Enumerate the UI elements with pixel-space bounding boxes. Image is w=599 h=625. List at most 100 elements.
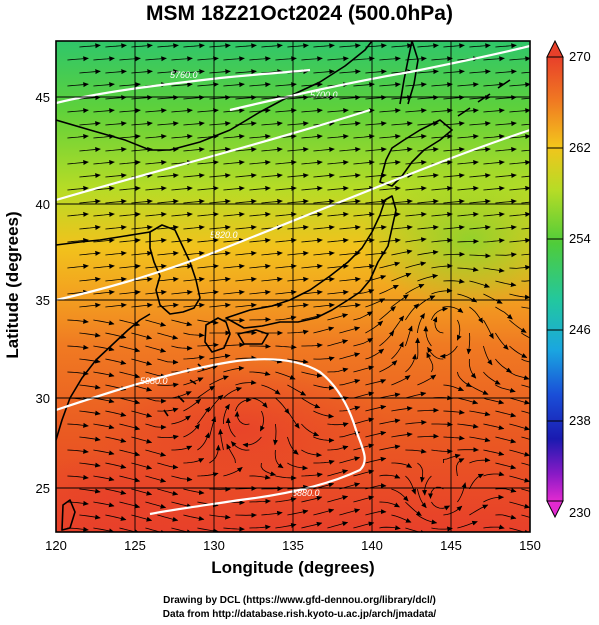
streamline-arrow — [469, 457, 491, 464]
streamline-arrow — [119, 371, 141, 379]
streamline-arrow — [223, 211, 245, 217]
streamline-arrow — [235, 302, 257, 308]
streamline-arrow — [105, 198, 127, 204]
streamline-arrow — [313, 436, 335, 443]
streamline-arrow — [209, 95, 231, 101]
streamline-arrow — [495, 410, 517, 418]
streamline-arrow — [209, 173, 231, 179]
streamline-arrow — [287, 509, 309, 516]
streamline-arrow — [431, 288, 453, 295]
streamline-arrow — [197, 385, 216, 399]
streamline-arrow — [67, 185, 89, 191]
streamline-arrow — [509, 449, 530, 457]
streamline-arrow — [67, 526, 89, 532]
streamline-arrow — [287, 224, 309, 230]
streamline-arrow — [230, 441, 250, 451]
streamline-arrow — [353, 365, 375, 373]
streamline-arrow — [171, 475, 193, 482]
streamline-arrow — [223, 403, 230, 425]
streamline-arrow — [105, 69, 127, 75]
streamline-arrow — [119, 345, 141, 353]
streamline-arrow — [313, 459, 335, 465]
streamline-arrow — [353, 263, 375, 269]
streamline-arrow — [183, 147, 205, 153]
streamline-arrow — [432, 316, 444, 334]
streamline-arrow — [145, 56, 167, 62]
streamline-arrow — [105, 250, 127, 256]
streamline-arrow — [327, 367, 349, 373]
streamline-arrow — [79, 462, 101, 468]
streamline-arrow — [209, 276, 231, 282]
streamline-arrow — [495, 69, 517, 75]
streamline-arrow — [391, 43, 413, 49]
streamline-arrow — [313, 384, 335, 391]
streamline-arrow — [469, 473, 484, 490]
streamline-arrow — [439, 345, 458, 359]
streamline-arrow — [79, 224, 101, 230]
streamline-arrow — [301, 108, 323, 114]
streamline-arrow — [119, 397, 141, 405]
streamline-arrow — [223, 289, 245, 295]
streamline-arrow — [209, 198, 231, 204]
streamline-arrow — [226, 443, 236, 464]
streamline-arrow — [171, 445, 193, 451]
streamline-arrow — [365, 379, 387, 386]
colorbar-tick-label: 238 — [569, 413, 591, 428]
streamline-arrow — [261, 95, 283, 101]
streamline-arrow — [469, 306, 484, 324]
streamline-arrow — [417, 198, 439, 204]
streamline-arrow — [405, 325, 413, 347]
streamlines — [67, 43, 530, 532]
streamline-arrow — [327, 422, 349, 428]
streamline-arrow — [379, 501, 400, 508]
streamline-arrow — [495, 43, 517, 49]
streamline-arrow — [483, 494, 504, 503]
streamline-arrow — [93, 56, 115, 62]
streamline-arrow — [405, 501, 422, 516]
streamline-arrow — [157, 332, 179, 340]
streamline-arrow — [235, 95, 257, 101]
streamline-arrow — [443, 435, 465, 441]
streamline-arrow — [105, 147, 127, 153]
streamline-arrow — [391, 249, 413, 256]
streamline-arrow — [249, 474, 271, 480]
streamline-arrow — [469, 43, 491, 49]
streamline-arrow — [209, 250, 231, 256]
streamline-arrow — [67, 448, 89, 454]
streamline-arrow — [145, 501, 167, 509]
coastline-shikoku — [237, 329, 269, 345]
streamline-arrow — [483, 471, 505, 477]
streamline-arrow — [365, 348, 385, 360]
streamline-arrow — [223, 386, 242, 399]
streamline-arrow — [483, 211, 505, 217]
contour-label: 5820.0 — [210, 230, 238, 240]
streamline-arrow — [249, 263, 271, 269]
streamline-arrow — [379, 185, 401, 191]
streamline-arrow — [466, 332, 472, 355]
streamline-arrow — [443, 121, 465, 127]
streamline-arrow — [379, 306, 396, 321]
streamline-arrow — [313, 198, 335, 204]
streamline-arrow — [457, 160, 479, 166]
streamline-arrow — [209, 444, 221, 464]
streamline-arrow — [469, 253, 491, 259]
streamline-arrow — [209, 121, 231, 127]
streamline-arrow — [313, 410, 334, 419]
streamline-arrow — [301, 134, 323, 140]
streamline-arrow — [353, 134, 375, 140]
streamline-arrow — [157, 488, 179, 496]
streamline-arrow — [249, 211, 271, 217]
streamline-arrow — [339, 405, 361, 412]
streamline-arrow — [469, 69, 491, 75]
streamline-arrow — [495, 358, 512, 373]
streamline-arrow — [353, 185, 375, 191]
streamline-arrow — [273, 423, 278, 446]
streamline-arrow — [509, 134, 530, 140]
streamline-arrow — [483, 160, 505, 166]
streamline-arrow — [171, 56, 193, 62]
streamline-arrow — [423, 325, 432, 347]
streamline-arrow — [183, 355, 205, 361]
streamline-arrow — [183, 332, 205, 338]
streamline-arrow — [365, 430, 387, 438]
streamline-arrow — [443, 43, 465, 49]
